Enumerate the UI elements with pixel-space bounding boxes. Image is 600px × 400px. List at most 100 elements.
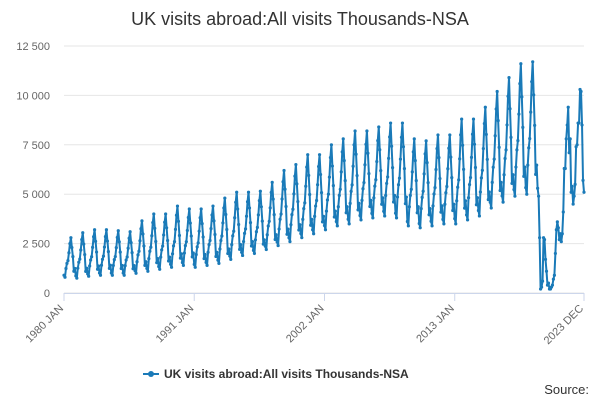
data-point: [309, 223, 313, 227]
data-point: [515, 148, 519, 152]
data-point: [582, 190, 586, 194]
data-point: [66, 258, 70, 263]
data-point: [516, 138, 520, 143]
data-point: [305, 165, 309, 169]
data-point: [524, 185, 528, 190]
data-point: [463, 206, 467, 210]
data-point: [187, 207, 191, 211]
data-point: [470, 132, 475, 136]
data-point: [518, 82, 522, 86]
data-point: [183, 244, 187, 248]
data-point: [103, 234, 108, 239]
data-point: [191, 251, 195, 255]
data-point: [344, 211, 348, 215]
y-tick-label: 2 500: [22, 239, 50, 251]
data-point: [238, 247, 242, 251]
data-point: [360, 198, 364, 202]
data-point: [111, 263, 115, 268]
data-point: [512, 187, 516, 192]
data-point: [455, 199, 459, 203]
data-point: [349, 189, 353, 193]
data-point: [395, 195, 400, 199]
data-point: [246, 190, 251, 194]
y-tick-label: 10 000: [16, 90, 50, 102]
data-point: [539, 285, 544, 289]
legend-label: UK visits abroad:All visits Thousands-NS…: [164, 367, 409, 381]
data-point: [81, 231, 85, 235]
data-point: [467, 183, 472, 187]
data-point: [479, 176, 483, 180]
data-point: [122, 273, 126, 277]
data-point: [443, 202, 447, 206]
data-point: [475, 196, 480, 200]
data-point: [65, 261, 69, 265]
data-point: [78, 257, 82, 261]
data-point: [90, 255, 94, 259]
data-point: [496, 118, 500, 123]
data-point: [223, 196, 227, 200]
data-point: [426, 180, 430, 185]
data-point: [528, 137, 532, 141]
data-point: [145, 266, 149, 270]
data-point: [507, 76, 511, 80]
data-point: [189, 234, 193, 238]
data-point: [410, 170, 414, 174]
data-point: [525, 192, 529, 196]
y-tick-label: 12 500: [16, 41, 50, 53]
data-point: [169, 265, 174, 269]
y-tick-label: 7 500: [22, 140, 50, 152]
data-point: [308, 192, 312, 197]
data-point: [529, 110, 533, 114]
data-point: [552, 273, 557, 277]
data-point: [141, 232, 145, 236]
data-point: [480, 168, 484, 172]
data-point: [462, 167, 466, 171]
data-point: [234, 200, 238, 204]
data-point: [108, 263, 112, 267]
data-point: [551, 277, 556, 281]
data-point: [427, 213, 431, 217]
data-point: [517, 112, 521, 116]
data-point: [73, 266, 77, 271]
data-point: [441, 217, 445, 221]
data-point: [193, 265, 197, 269]
data-point: [85, 266, 89, 270]
data-point: [184, 240, 188, 244]
data-point: [118, 250, 122, 254]
data-point: [345, 205, 349, 209]
data-point: [504, 148, 508, 152]
data-point: [568, 137, 572, 141]
data-point: [400, 121, 405, 125]
data-point: [231, 234, 235, 238]
data-point: [563, 166, 567, 171]
data-point: [502, 173, 506, 177]
data-point: [185, 228, 189, 233]
data-point: [523, 165, 527, 169]
data-point: [155, 261, 159, 265]
data-point: [412, 137, 416, 141]
data-point: [469, 155, 474, 160]
data-point: [124, 258, 128, 262]
data-point: [197, 229, 201, 233]
data-point: [228, 254, 232, 258]
data-point: [255, 225, 259, 229]
data-point: [88, 264, 92, 268]
data-point: [420, 195, 424, 199]
x-tick-label: 1991 JAN: [154, 303, 197, 346]
data-point: [248, 220, 253, 225]
legend[interactable]: UK visits abroad:All visits Thousands-NS…: [143, 367, 409, 381]
data-point: [297, 228, 301, 232]
data-point: [272, 212, 276, 217]
data-point: [149, 245, 153, 249]
x-tick-label: 2002 JAN: [284, 303, 327, 346]
data-point: [376, 139, 380, 143]
data-point: [403, 202, 407, 206]
data-point: [268, 206, 272, 210]
data-point: [367, 172, 371, 176]
data-point: [565, 123, 569, 127]
data-point: [112, 258, 116, 262]
data-point: [237, 222, 241, 227]
data-point: [359, 218, 363, 222]
data-point: [230, 243, 234, 247]
data-point: [290, 213, 294, 217]
